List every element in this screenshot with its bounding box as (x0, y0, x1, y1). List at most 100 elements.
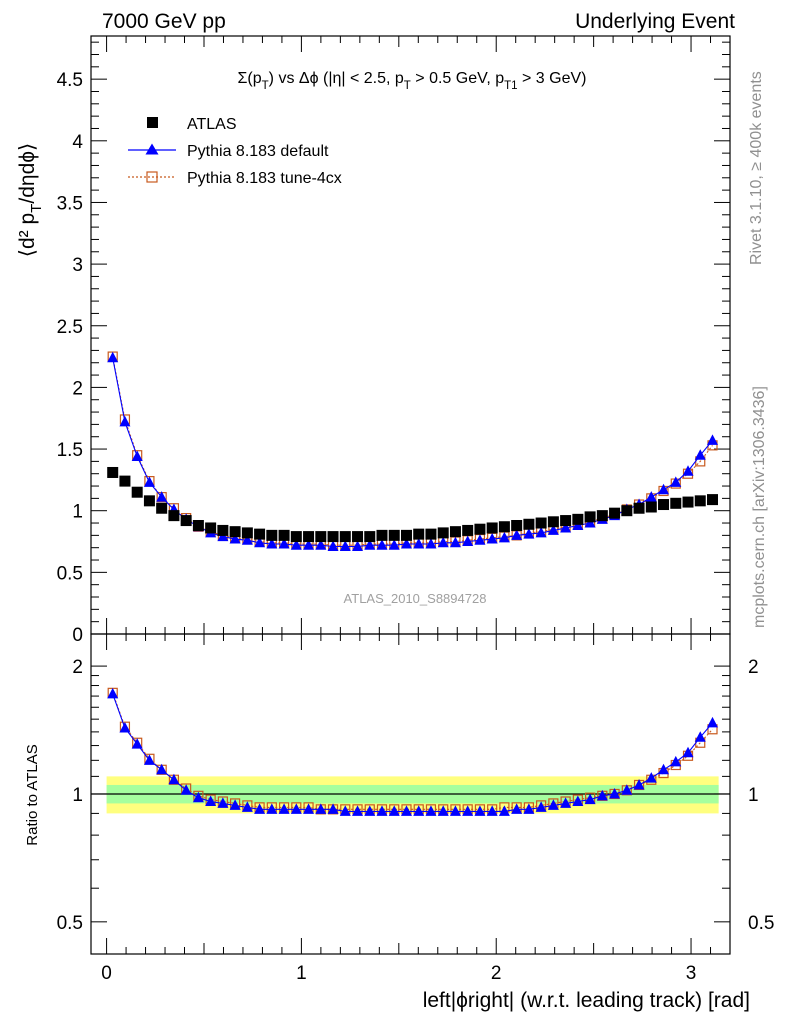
main-atlas-point (278, 529, 290, 541)
ratio-default-point (143, 754, 155, 765)
main-atlas-point (486, 522, 498, 534)
main-y-tick-label: 2 (72, 378, 83, 399)
main-line-pythia-8-183-default (112, 357, 713, 548)
main-y-tick-label: 3.5 (57, 193, 83, 214)
ratio-y-axis: 0.5 0.5 1 1 2 2 (57, 657, 775, 934)
main-y-tick-label: 4.5 (57, 70, 83, 91)
main-default-point (658, 483, 670, 495)
main-atlas-point (352, 531, 364, 543)
main-atlas-point (572, 513, 584, 525)
main-atlas-point (180, 515, 192, 527)
ratio-default-point (278, 803, 290, 814)
ratio-default-point (511, 803, 523, 814)
main-atlas-point (119, 475, 131, 487)
main-atlas-point (584, 511, 596, 523)
main-atlas-point (400, 529, 412, 541)
ratio-y-tick-label: 2 (72, 657, 83, 678)
main-atlas-point (156, 502, 168, 514)
ratio-default-point (449, 805, 461, 816)
ratio-default-point (707, 716, 719, 728)
main-atlas-point (217, 524, 229, 536)
main-panel: 0 0.5 1 1.5 2 2.5 3 3.5 4 4.5 ATLAS_2010_S8894728… (16, 35, 731, 646)
ratio-default-point (217, 797, 229, 808)
main-atlas-point (107, 466, 119, 478)
main-y-label: ⟨d² pT​/dηdϕ⟩ (16, 143, 45, 257)
header-left: 7000 GeV pp (102, 10, 226, 33)
main-default-point (327, 540, 339, 551)
main-atlas-point (205, 522, 217, 534)
main-atlas-point (413, 528, 425, 540)
main-default-point (119, 415, 131, 427)
main-atlas-point (266, 529, 278, 541)
ratio-default-point (254, 803, 266, 814)
ratio-default-point (462, 805, 474, 816)
ratio-default-point (364, 805, 376, 816)
main-atlas-point (560, 515, 572, 527)
main-default-point (376, 539, 388, 550)
main-atlas-point (645, 501, 657, 513)
ratio-default-point (119, 721, 131, 733)
main-default-point (364, 539, 376, 550)
main-atlas-point (192, 519, 204, 531)
main-atlas-point (498, 521, 510, 533)
ratio-default-point (645, 772, 657, 783)
main-atlas-point (670, 497, 682, 509)
ratio-default-point (131, 738, 143, 749)
ratio-default-point (694, 731, 706, 742)
x-axis-label: left|ϕright| (w.r.t. leading track) [rad… (423, 989, 750, 1012)
ratio-y-tick-label-right: 1 (748, 785, 759, 806)
ratio-default-point (400, 805, 412, 816)
main-atlas-point (535, 517, 547, 529)
ratio-default-point (205, 795, 217, 806)
main-default-point (498, 531, 510, 543)
plot-title: Σ(pT​) vs Δϕ (|η| < 2.5, pT​ > 0.5 GeV, … (238, 70, 587, 92)
main-atlas-point (596, 510, 608, 522)
main-atlas-point (621, 505, 633, 517)
main-atlas-point (254, 528, 266, 540)
legend-atlas-label: ATLAS (187, 116, 237, 133)
main-default-point (694, 449, 706, 460)
main-atlas-point (315, 531, 327, 543)
main-line-pythia-8-183-tune-4cx (112, 356, 713, 546)
ratio-default-point (303, 803, 315, 814)
ratio-default-point (327, 803, 339, 814)
ratio-default-point (339, 805, 351, 816)
ratio-default-point (168, 773, 180, 785)
main-default-point (523, 528, 535, 539)
main-default-point (511, 529, 523, 540)
ratio-default-point (315, 803, 327, 814)
ratio-y-tick-label: 1 (72, 785, 83, 806)
ratio-y-label: Ratio to ATLAS (24, 744, 41, 845)
main-default-point (107, 351, 119, 363)
main-atlas-point (143, 495, 155, 507)
main-atlas-point (303, 531, 315, 543)
main-y-tick-label: 0.5 (57, 563, 83, 584)
main-default-point (339, 540, 351, 551)
main-default-point (229, 533, 241, 544)
main-y-tick-label: 1 (72, 502, 83, 523)
main-y-tick-label: 3 (72, 255, 83, 276)
main-default-point (254, 536, 266, 548)
main-atlas-point (327, 531, 339, 543)
x-tick-label: 1 (296, 963, 307, 984)
main-y-tick-label: 0 (72, 625, 83, 646)
ratio-default-point (266, 803, 278, 814)
main-atlas-point (290, 531, 302, 543)
main-atlas-point (168, 510, 180, 522)
ratio-y-tick-label-right: 2 (748, 657, 759, 678)
main-series (107, 351, 719, 551)
main-atlas-point (658, 499, 670, 511)
ratio-default-point (596, 789, 608, 801)
main-atlas-point (523, 518, 535, 530)
header-right: Underlying Event (575, 10, 735, 33)
main-atlas-point (682, 496, 694, 508)
ratio-default-point (572, 795, 584, 806)
main-default-point (303, 539, 315, 550)
ratio-panel: 0.5 0.5 1 1 2 2 0 1 2 3 Ratio to ATLAS left|ϕrig… (24, 633, 775, 1012)
main-default-point (462, 535, 474, 547)
ratio-default-point (425, 805, 437, 816)
ratio-default-point (682, 746, 694, 758)
ratio-x-axis: 0 1 2 3 (101, 634, 712, 984)
ratio-default-point (633, 778, 645, 790)
main-atlas-point (694, 495, 706, 507)
